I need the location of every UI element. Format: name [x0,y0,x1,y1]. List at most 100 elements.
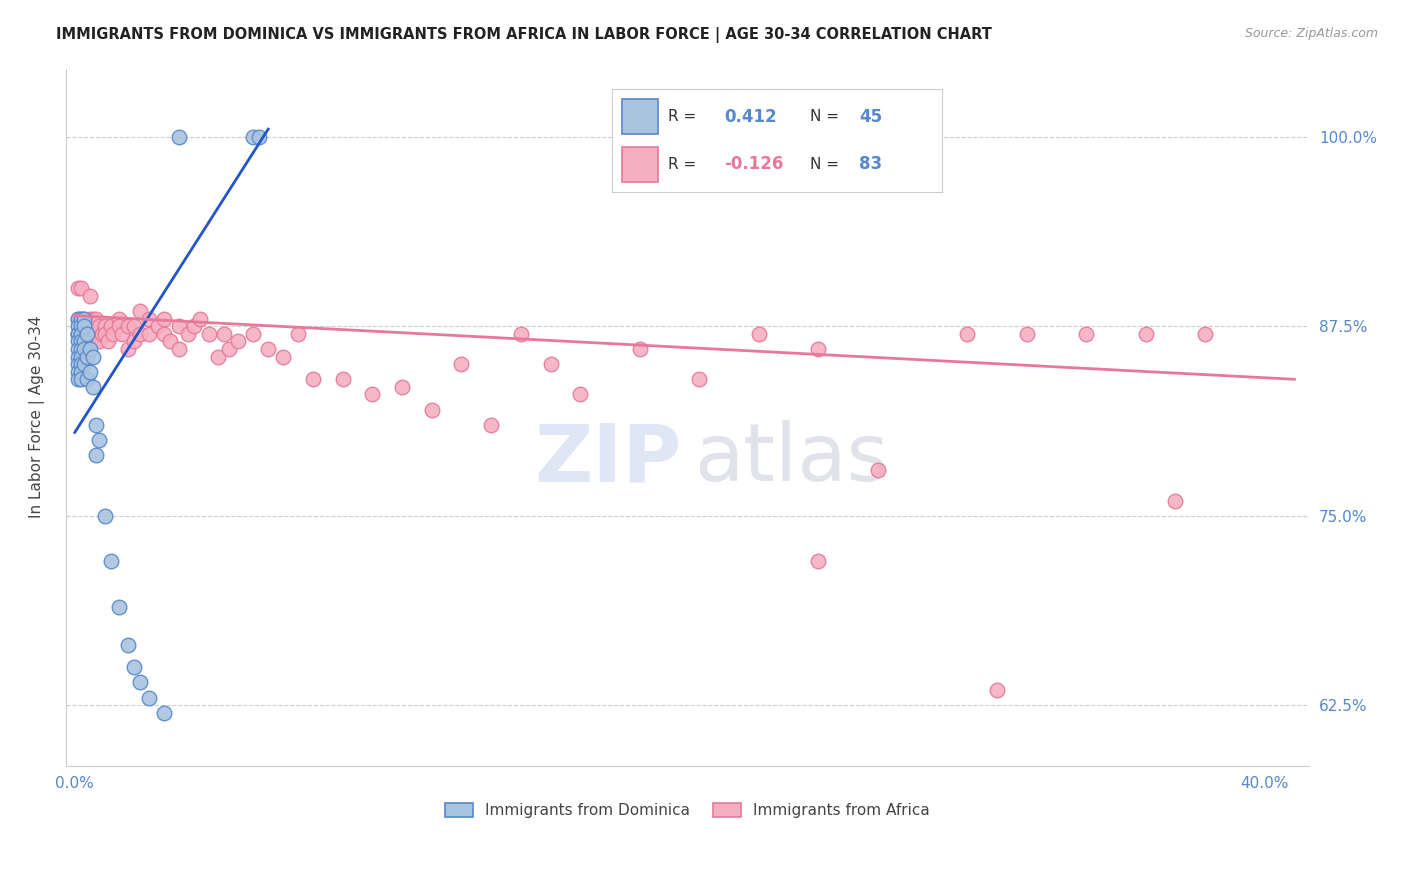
Point [84,326,107,341]
Point [167,129,190,144]
Point [69,372,91,386]
Text: Source: ZipAtlas.com: Source: ZipAtlas.com [1244,27,1378,40]
Point [73,311,96,326]
Point [748,326,770,341]
Point [301,372,323,386]
Point [108,599,131,614]
Bar [621,99,658,135]
Text: ZIP: ZIP [534,420,682,498]
Point [510,326,533,341]
Point [138,311,160,326]
Point [66,342,89,356]
Point [129,675,152,690]
Point [183,319,205,334]
Point [66,326,89,341]
Point [79,342,101,356]
Point [69,319,91,334]
Point [117,638,139,652]
Point [79,311,101,326]
Point [93,508,115,523]
Point [69,326,91,341]
Point [450,357,472,371]
Text: N =: N = [810,110,844,124]
Point [242,326,264,341]
Point [1015,326,1038,341]
Point [167,342,190,356]
Point [197,326,219,341]
Point [66,372,89,386]
Point [73,342,96,356]
Bar [621,146,658,181]
Point [100,554,122,568]
Point [69,281,91,295]
Point [87,319,110,334]
Point [177,326,200,341]
Point [69,365,91,379]
Point [228,334,250,349]
Point [69,311,91,326]
Point [159,334,181,349]
Point [66,326,89,341]
Point [73,334,96,349]
Point [96,334,118,349]
Point [124,319,146,334]
Point [66,326,89,341]
Text: -0.126: -0.126 [724,155,783,173]
Point [153,326,176,341]
Point [271,350,294,364]
Point [87,433,110,447]
Legend: Immigrants from Dominica, Immigrants from Africa: Immigrants from Dominica, Immigrants fro… [440,797,936,824]
Point [807,342,830,356]
Point [124,660,146,674]
Point [66,357,89,371]
Point [108,319,131,334]
Text: 0.412: 0.412 [724,108,776,126]
Point [247,129,270,144]
Point [117,319,139,334]
Point [218,342,240,356]
Point [84,417,107,432]
Point [90,326,112,341]
Point [79,365,101,379]
Point [167,319,190,334]
Point [391,380,413,394]
Point [207,350,229,364]
Point [79,289,101,303]
Point [807,554,830,568]
Text: IMMIGRANTS FROM DOMINICA VS IMMIGRANTS FROM AFRICA IN LABOR FORCE | AGE 30-34 CO: IMMIGRANTS FROM DOMINICA VS IMMIGRANTS F… [56,27,993,43]
Point [124,334,146,349]
Point [73,319,96,334]
Point [188,311,211,326]
Point [1074,326,1097,341]
Point [129,304,152,318]
Point [69,334,91,349]
Point [69,350,91,364]
Point [76,326,98,341]
Point [76,319,98,334]
Point [73,342,96,356]
Point [69,326,91,341]
Point [540,357,562,371]
Text: R =: R = [668,110,702,124]
Point [76,350,98,364]
Point [73,319,96,334]
Point [866,463,889,477]
Point [84,311,107,326]
Point [103,326,125,341]
Point [69,319,91,334]
Text: N =: N = [810,157,844,171]
Point [82,350,104,364]
Point [242,129,264,144]
Point [66,319,89,334]
Point [87,334,110,349]
Point [420,402,443,417]
Point [1135,326,1157,341]
Point [66,311,89,326]
Point [73,334,96,349]
Point [66,334,89,349]
Point [1194,326,1216,341]
Text: R =: R = [668,157,702,171]
Point [73,357,96,371]
Point [1164,493,1187,508]
Point [69,334,91,349]
